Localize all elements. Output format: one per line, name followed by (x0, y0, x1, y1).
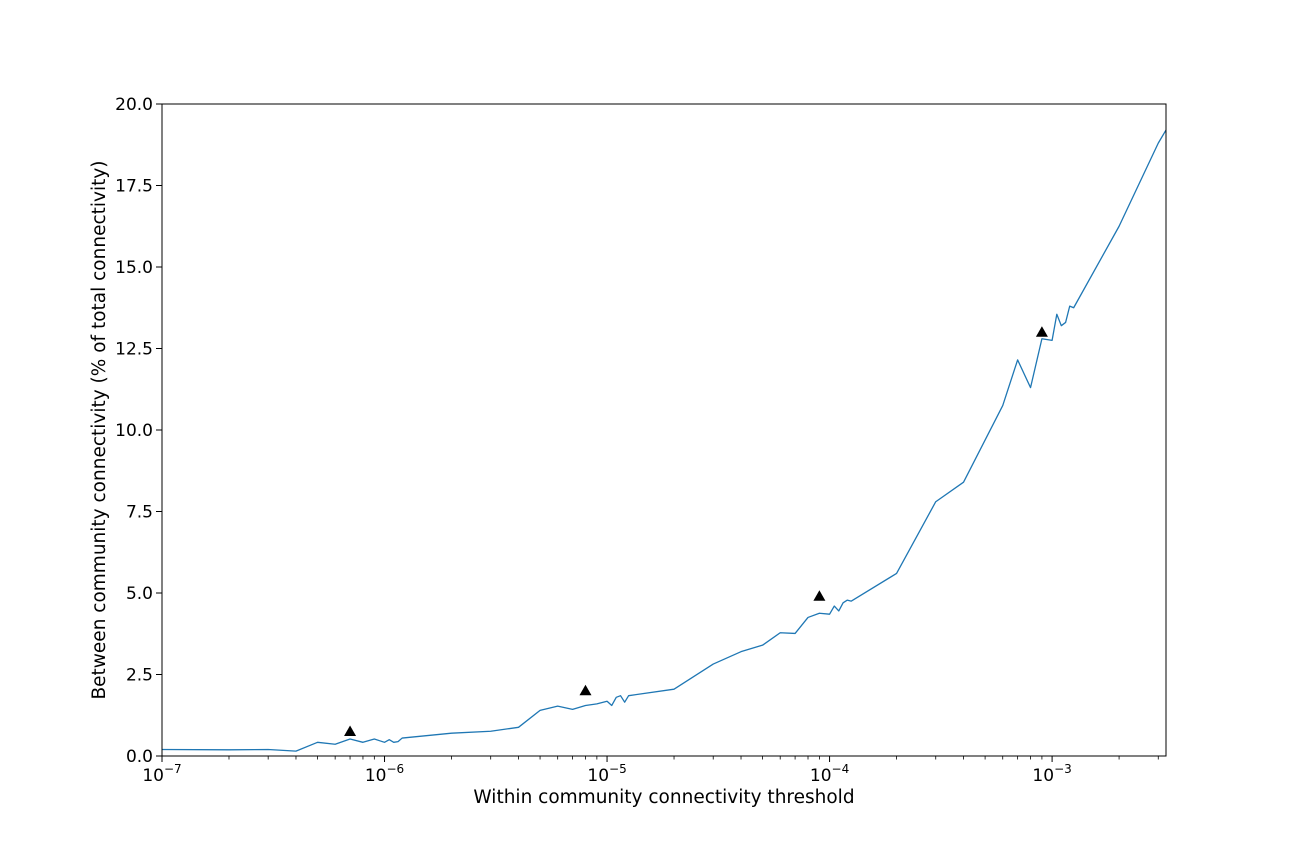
series-layer (161, 129, 1167, 752)
x-tick-label: 10−7 (142, 762, 181, 786)
marker-layer (344, 326, 1048, 737)
triangle-marker (813, 590, 826, 601)
x-tick-label: 10−4 (810, 762, 849, 786)
y-tick-label: 2.5 (126, 666, 153, 686)
x-axis-label: Within community connectivity threshold (473, 787, 854, 808)
y-tick-label: 17.5 (115, 177, 153, 197)
triangle-marker (579, 684, 592, 696)
x-tick-label: 10−3 (1032, 762, 1071, 786)
x-tick-label: 10−6 (365, 762, 404, 786)
plot-frame (161, 103, 1167, 757)
plot-area (162, 104, 1166, 756)
y-tick-label: 10.0 (115, 421, 153, 441)
y-axis-label: Between community connectivity (% of tot… (89, 160, 110, 699)
triangle-marker (1035, 326, 1048, 337)
y-tick-label: 5.0 (126, 584, 153, 604)
y-tick-label: 20.0 (115, 95, 153, 115)
triangle-marker (344, 725, 357, 737)
y-tick-label: 7.5 (126, 503, 153, 523)
y-tick-label: 0.0 (126, 747, 153, 767)
y-tick-label: 12.5 (115, 340, 153, 360)
y-tick-label: 15.0 (115, 258, 153, 278)
x-tick-label: 10−5 (587, 762, 626, 786)
y-axis-ticks: 0.0 2.5 5.0 7.5 10.0 12.5 15.0 17.5 20.0 (115, 95, 162, 767)
x-axis-ticks: 10−7 10−6 10−5 10−4 10−3 (142, 756, 1159, 786)
series-line (161, 129, 1167, 752)
